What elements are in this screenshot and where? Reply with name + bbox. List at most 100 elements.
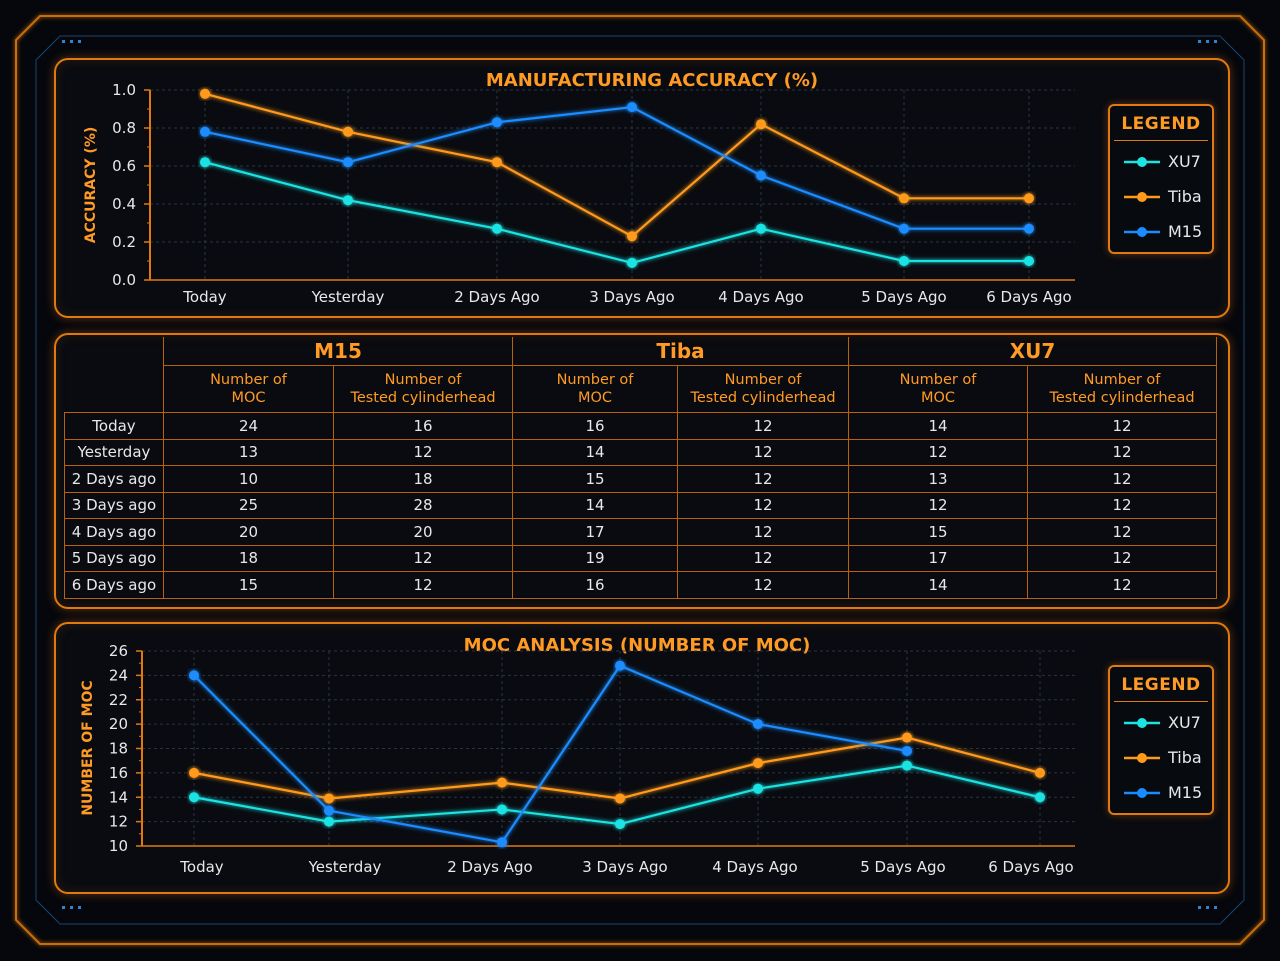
legend-swatch-tiba	[1124, 753, 1160, 763]
legend-divider	[1114, 140, 1208, 141]
x-tick-label: 4 Days Ago	[718, 288, 803, 306]
table-corner-sub	[64, 365, 164, 413]
table-group-header-xu7: XU7	[848, 337, 1217, 366]
accuracy-y-axis-label: ACCURACY (%)	[83, 127, 99, 243]
table-row: 3 Days ago 25 28 14 12 12 12	[64, 491, 1217, 519]
table-cell: 12	[677, 544, 849, 572]
table-cell: 12	[1027, 544, 1217, 572]
table-row: 2 Days ago 10 18 15 12 13 12	[64, 465, 1217, 493]
table-subheader: Number of Tested cylinderhead	[677, 365, 849, 413]
table-cell: 12	[333, 438, 513, 466]
table-cell: 14	[848, 412, 1028, 440]
accuracy-chart-title: MANUFACTURING ACCURACY (%)	[486, 70, 818, 91]
y-tick-label: 0.6	[112, 157, 136, 175]
table-subheader-line: Number of	[384, 372, 462, 388]
table-row: Yesterday 13 12 14 12 12 12	[64, 438, 1217, 466]
table-cell: 12	[1027, 438, 1217, 466]
table-cell: 25	[163, 491, 334, 519]
legend-swatch-m15	[1124, 788, 1160, 798]
table-row-label: Yesterday	[64, 438, 164, 466]
legend-divider	[1114, 701, 1208, 702]
y-tick-label: 0.2	[112, 233, 136, 251]
accuracy-chart-panel	[54, 58, 1230, 318]
table-cell: 12	[1027, 491, 1217, 519]
table-subheader-line: Number of	[1083, 372, 1161, 388]
table-cell: 15	[163, 571, 334, 599]
table-cell: 12	[848, 438, 1028, 466]
series-line-tiba	[204, 92, 1029, 238]
legend-item-m15: M15	[1122, 222, 1210, 242]
data-point-xu7	[1024, 256, 1034, 266]
data-point-tiba	[1024, 193, 1034, 204]
table-subheader-line: MOC	[231, 390, 266, 406]
accuracy-series	[200, 88, 1034, 268]
data-point-tiba	[492, 157, 502, 168]
table-cell: 13	[163, 438, 334, 466]
series-line-xu7	[204, 161, 1029, 265]
legend-label-tiba: Tiba	[1168, 187, 1202, 206]
y-tick-label: 1.0	[112, 81, 136, 99]
table-cell: 19	[512, 544, 678, 572]
table-cell: 12	[677, 465, 849, 493]
table-subheader-line: MOC	[577, 390, 613, 406]
table-cell: 17	[848, 544, 1028, 572]
y-tick-label: 0.0	[112, 271, 136, 289]
x-tick-label: 2 Days Ago	[454, 288, 539, 306]
data-point-tiba	[899, 193, 909, 204]
x-tick-label: 6 Days Ago	[986, 288, 1071, 306]
table-cell: 12	[677, 491, 849, 519]
legend-label-m15: M15	[1168, 222, 1203, 241]
table-subheader-line: Number of	[724, 372, 802, 388]
series-xu7	[200, 157, 1034, 268]
data-point-m15	[627, 102, 637, 113]
table-cell: 14	[512, 491, 678, 519]
table-cell: 12	[333, 571, 513, 599]
legend-swatch-xu7	[1124, 157, 1160, 167]
accuracy-axes	[144, 89, 1075, 281]
table-cell: 16	[333, 412, 513, 440]
table-row-label: 4 Days ago	[64, 518, 164, 546]
data-point-tiba	[756, 119, 766, 130]
table-body: Today 24 16 16 12 14 12 Yesterday 13 12 14 12 12 12 2 …	[64, 412, 1217, 599]
legend-item-m15: M15	[1122, 783, 1210, 803]
legend-swatch-tiba	[1124, 192, 1160, 202]
table-row-label: Today	[64, 412, 164, 440]
data-point-xu7	[343, 195, 353, 206]
table-cell: 12	[1027, 518, 1217, 546]
data-point-tiba	[627, 231, 637, 242]
data-point-xu7	[899, 256, 909, 266]
y-tick-label: 0.8	[112, 119, 136, 137]
table-row-label: 3 Days ago	[64, 491, 164, 519]
table-subheader: Number of MOC	[512, 365, 678, 413]
table-cell: 17	[512, 518, 678, 546]
series-line-m15	[204, 105, 1029, 230]
data-point-m15	[1024, 223, 1034, 234]
table-cell: 16	[512, 412, 678, 440]
legend-label-xu7: XU7	[1168, 152, 1201, 171]
x-tick-label: Today	[182, 288, 227, 306]
legend-item-tiba: Tiba	[1122, 187, 1210, 207]
table-subheader-line: MOC	[920, 390, 956, 406]
table-cell: 12	[677, 518, 849, 546]
moc-chart-panel	[54, 622, 1230, 894]
table-cell: 12	[1027, 412, 1217, 440]
table-subheader-row: Number of MOC Number of Tested cylinderhead…	[64, 365, 1217, 413]
data-point-m15	[200, 126, 210, 137]
table-row: 5 Days ago 18 12 19 12 17 12	[64, 544, 1217, 572]
table-cell: 12	[677, 438, 849, 466]
x-tick-label: 5 Days Ago	[861, 288, 946, 306]
table-subheader-line: Tested cylinderhead	[350, 390, 496, 406]
table-cell: 18	[333, 465, 513, 493]
data-point-xu7	[200, 157, 210, 168]
table-cell: 12	[848, 491, 1028, 519]
data-point-xu7	[492, 223, 502, 234]
table-row: 6 Days ago 15 12 16 12 14 12	[64, 571, 1217, 599]
accuracy-x-ticks: Today Yesterday 2 Days Ago 3 Days Ago 4 Days…	[182, 288, 1071, 306]
table-subheader-line: Number of	[899, 372, 977, 388]
table-subheader-line: Number of	[556, 372, 634, 388]
legend-item-tiba: Tiba	[1122, 748, 1210, 768]
table-cell: 12	[677, 571, 849, 599]
legend-label-tiba: Tiba	[1168, 748, 1202, 767]
table-cell: 12	[333, 544, 513, 572]
